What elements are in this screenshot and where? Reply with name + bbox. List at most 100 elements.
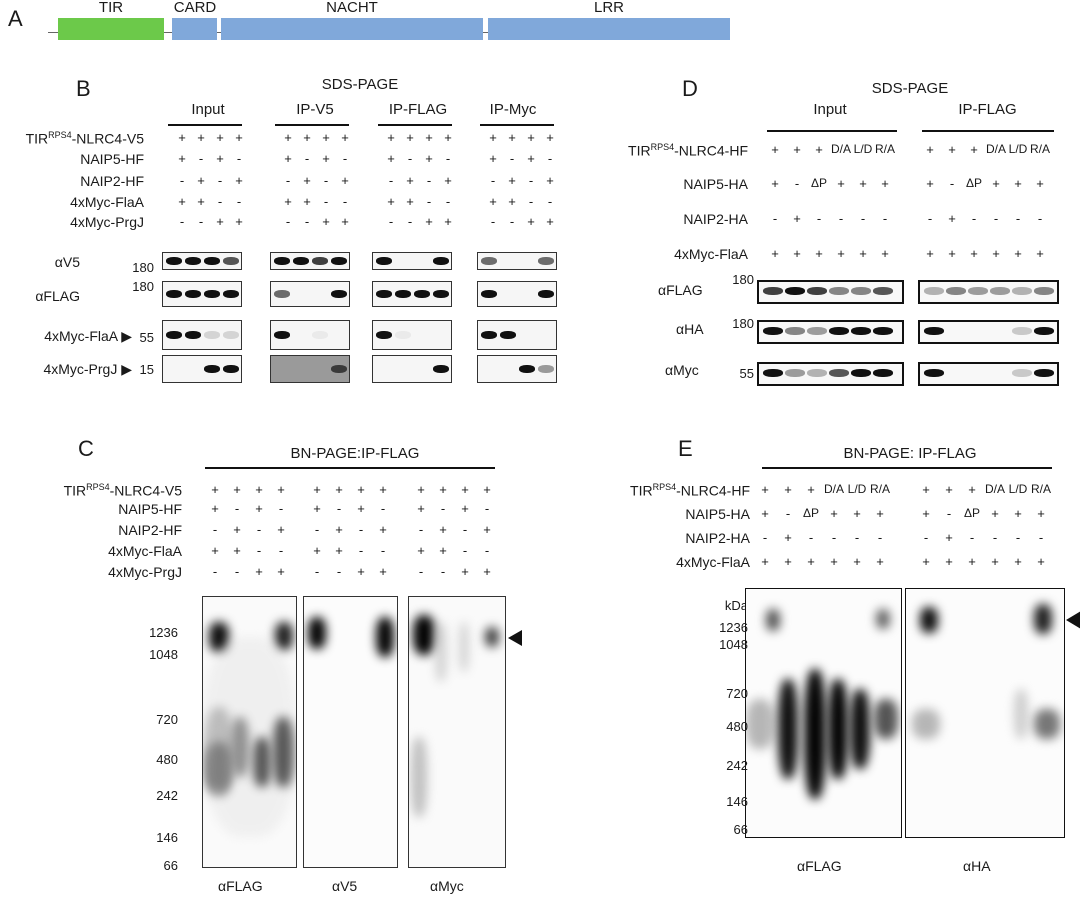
mw-marker: 66 (733, 822, 748, 837)
condition-mark: + (439, 482, 447, 497)
condition-mark: ΔP (963, 506, 981, 520)
protein-band (204, 290, 220, 298)
protein-band (829, 327, 849, 335)
condition-mark: + (277, 522, 285, 537)
row-label-naip2-ha: NAIP2-HA (683, 211, 748, 227)
blot-label-aflag: αFLAG (658, 282, 703, 298)
condition-mark: - (342, 194, 348, 209)
condition-mark: + (341, 130, 349, 145)
condition-mark: + (277, 482, 285, 497)
condition-mark: + (341, 214, 349, 229)
condition-mark: + (335, 482, 343, 497)
sds-blot (757, 320, 904, 344)
condition-mark: - (212, 564, 218, 579)
panel-c-letter: C (78, 436, 94, 461)
condition-mark: + (417, 543, 425, 558)
condition-mark: + (991, 554, 999, 569)
row-label-naip5-hf: NAIP5-HF (118, 501, 182, 517)
condition-mark: ΔP (802, 506, 820, 520)
protein-band (223, 257, 239, 265)
protein-band (946, 287, 966, 295)
condition-mark: - (418, 522, 424, 537)
protein-band (500, 331, 516, 339)
condition-mark: - (528, 194, 534, 209)
condition-mark: + (335, 543, 343, 558)
condition-mark: + (322, 130, 330, 145)
condition-mark: - (547, 151, 553, 166)
bn-label-av5: αV5 (332, 878, 358, 894)
condition-mark: - (462, 543, 468, 558)
protein-band (204, 365, 220, 373)
sds-blot (477, 320, 557, 350)
condition-mark: + (379, 482, 387, 497)
condition-mark: + (771, 246, 779, 261)
condition-mark: - (314, 564, 320, 579)
condition-mark: + (483, 522, 491, 537)
condition-mark: + (313, 501, 321, 516)
condition-mark: + (444, 130, 452, 145)
condition-mark: + (508, 173, 516, 188)
mw-marker: 480 (726, 719, 748, 734)
condition-mark: + (771, 176, 779, 191)
condition-mark: - (407, 214, 413, 229)
sds-blot (477, 355, 557, 383)
condition-mark: + (303, 173, 311, 188)
condition-mark: + (461, 501, 469, 516)
protein-band (331, 290, 347, 298)
condition-mark: - (256, 543, 262, 558)
condition-mark: - (445, 151, 451, 166)
condition-mark: + (425, 151, 433, 166)
panel-e-letter: E (678, 436, 693, 461)
condition-mark: + (945, 482, 953, 497)
condition-mark: + (876, 506, 884, 521)
protein-band (433, 290, 449, 298)
domain-lrr (488, 18, 730, 40)
group-underline (480, 124, 554, 126)
protein-band (785, 287, 805, 295)
condition-mark: - (198, 214, 204, 229)
condition-mark: + (235, 173, 243, 188)
protein-band (223, 290, 239, 298)
protein-band (538, 365, 554, 373)
condition-mark: + (546, 130, 554, 145)
condition-mark: + (461, 564, 469, 579)
mw-marker: 1236 (719, 620, 748, 635)
condition-mark: + (807, 554, 815, 569)
condition-mark: + (970, 142, 978, 157)
protein-band (274, 257, 290, 265)
condition-mark: - (179, 173, 185, 188)
condition-mark: + (922, 482, 930, 497)
domain-label-card: CARD (173, 0, 217, 16)
condition-mark: L/D (1008, 482, 1028, 496)
protein-band (395, 290, 411, 298)
sds-blot (918, 280, 1059, 304)
condition-mark: + (926, 176, 934, 191)
condition-mark: + (425, 130, 433, 145)
condition-mark: + (793, 246, 801, 261)
domain-nacht (221, 18, 483, 40)
sds-blot (270, 320, 350, 350)
condition-mark: - (278, 501, 284, 516)
group-ip-myc: IP-Myc (489, 101, 537, 118)
row-label-naip5-hf: NAIP5-HF (80, 151, 144, 167)
condition-mark: + (859, 246, 867, 261)
protein-band (763, 369, 783, 377)
condition-mark: - (217, 173, 223, 188)
condition-mark: L/D (853, 142, 873, 156)
condition-mark: + (793, 211, 801, 226)
condition-mark: - (1038, 530, 1044, 545)
condition-mark: + (853, 506, 861, 521)
sds-blot (918, 320, 1059, 344)
protein-band (873, 369, 893, 377)
sds-blot (162, 320, 242, 350)
sds-blot (372, 355, 452, 383)
protein-band (376, 257, 392, 265)
condition-mark: + (1014, 176, 1022, 191)
condition-mark: + (968, 554, 976, 569)
condition-mark: - (993, 211, 999, 226)
row-label-nlrc4-v5: TIRRPS4-NLRC4-V5 (63, 482, 182, 499)
condition-mark: - (528, 173, 534, 188)
group-ip-flag: IP-FLAG (958, 101, 1017, 118)
condition-mark: + (233, 482, 241, 497)
condition-mark: + (211, 543, 219, 558)
